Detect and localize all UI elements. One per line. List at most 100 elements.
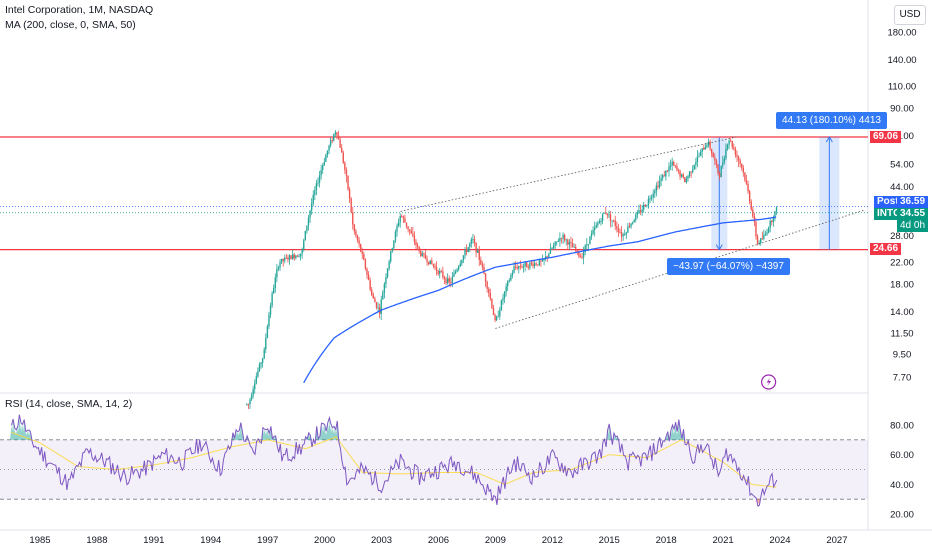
- candle-body: [290, 255, 292, 260]
- candle-body: [592, 229, 594, 234]
- candle-body: [462, 255, 465, 260]
- candle-body: [326, 150, 329, 155]
- candle-body: [571, 243, 574, 248]
- price-tick-label: 54.00: [890, 159, 914, 170]
- candle-body: [532, 263, 534, 267]
- candle-body: [342, 152, 344, 163]
- candle-body: [514, 266, 517, 268]
- candle-body: [600, 220, 602, 222]
- candle-body: [698, 155, 700, 157]
- candle-body: [541, 259, 544, 262]
- candle-body: [652, 193, 654, 198]
- candle-body: [641, 209, 643, 213]
- time-tick-label: 2018: [656, 535, 677, 546]
- candle-body: [287, 257, 289, 260]
- candle-body: [469, 243, 471, 248]
- candle-body: [568, 242, 571, 245]
- candle-body: [576, 250, 578, 252]
- candle-body: [363, 253, 365, 260]
- candle-body: [361, 251, 363, 254]
- candle-body: [309, 210, 311, 218]
- candle-body: [513, 266, 515, 273]
- candle-body: [552, 245, 555, 249]
- candle-body: [608, 214, 610, 216]
- candle-body: [367, 274, 370, 280]
- candle-body: [254, 383, 256, 390]
- candle-body: [733, 147, 735, 149]
- candle-body: [590, 233, 593, 237]
- price-tick-label: 18.00: [890, 280, 914, 291]
- candle-body: [586, 244, 588, 246]
- candle-body: [434, 266, 436, 268]
- rsi-tick-label: 80.00: [890, 421, 914, 432]
- candle-body: [401, 215, 403, 217]
- candle-body: [277, 267, 280, 270]
- candle-body: [371, 289, 373, 296]
- last-price-tag: 34.55: [897, 208, 929, 220]
- rsi-tick-label: 40.00: [890, 480, 914, 491]
- candle-body: [679, 170, 681, 177]
- candle-body: [453, 273, 455, 277]
- candle-body: [690, 171, 692, 173]
- candle-body: [299, 253, 302, 257]
- candle-body: [519, 266, 522, 267]
- candle-body: [524, 262, 526, 267]
- candle-body: [741, 163, 743, 168]
- time-tick-label: 1994: [200, 535, 221, 546]
- candle-body: [742, 167, 745, 173]
- candle-body: [339, 139, 341, 148]
- candle-body: [720, 165, 722, 178]
- candle-body: [714, 157, 716, 161]
- drop-measure-label[interactable]: −43.97 (−64.07%) −4397: [667, 258, 790, 275]
- candle-body: [273, 287, 275, 294]
- ma-indicator-label[interactable]: MA (200, close, 0, SMA, 50): [5, 19, 136, 31]
- candle-body: [250, 395, 253, 400]
- candle-body: [669, 165, 672, 167]
- candle-body: [499, 309, 501, 317]
- candle-body: [350, 198, 352, 213]
- candle-body: [728, 140, 730, 145]
- time-tick-label: 2009: [485, 535, 506, 546]
- candle-body: [682, 174, 684, 178]
- candle-body: [407, 226, 409, 230]
- candle-body: [366, 268, 368, 275]
- candle-body: [421, 253, 424, 256]
- candle-body: [609, 214, 612, 221]
- candle-body: [484, 273, 487, 282]
- candle-body: [285, 257, 288, 259]
- support-price-tag: 24.66: [870, 243, 902, 255]
- rsi-indicator-label[interactable]: RSI (14, close, SMA, 14, 2): [5, 398, 133, 410]
- resistance-price-tag: 69.06: [870, 131, 902, 143]
- candle-body: [538, 260, 541, 266]
- currency-button[interactable]: USD: [894, 5, 926, 25]
- rise-measure-label[interactable]: 44.13 (180.10%) 4413: [776, 112, 887, 129]
- candle-body: [660, 178, 662, 182]
- candle-body: [488, 288, 490, 293]
- candle-body: [375, 302, 378, 308]
- price-tick-label: 22.00: [890, 258, 914, 269]
- candle-body: [767, 227, 770, 233]
- candle-body: [429, 260, 431, 265]
- candle-body: [397, 222, 400, 226]
- candle-body: [673, 161, 675, 166]
- candle-body: [481, 264, 484, 268]
- candle-body: [478, 250, 480, 260]
- candle-body: [584, 245, 586, 252]
- candle-body: [432, 264, 435, 267]
- post-price-tag: 36.59: [897, 196, 929, 208]
- candle-body: [516, 266, 518, 269]
- price-tick-label: 180.00: [887, 28, 916, 39]
- candle-body: [382, 292, 384, 300]
- candle-body: [649, 198, 651, 200]
- candle-body: [510, 275, 512, 281]
- price-tick-label: 70.00: [890, 131, 914, 142]
- candle-body: [655, 185, 658, 192]
- candle-body: [252, 389, 254, 396]
- candle-body: [744, 172, 746, 181]
- candle-body: [465, 249, 468, 252]
- candle-body: [435, 267, 438, 271]
- candle-body: [483, 267, 485, 274]
- candle-body: [723, 158, 726, 163]
- candle-body: [369, 279, 371, 290]
